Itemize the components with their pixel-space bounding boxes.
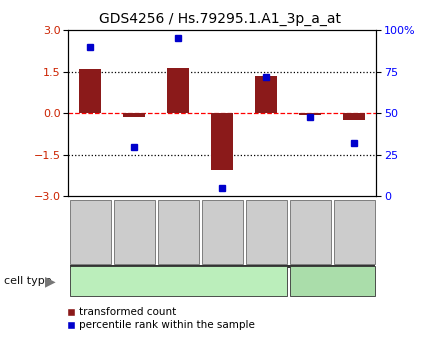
Text: GSM501249: GSM501249: [86, 206, 95, 258]
Text: ▶: ▶: [45, 274, 56, 289]
Bar: [123, 113, 145, 118]
Text: GSM501250: GSM501250: [130, 205, 139, 258]
Legend: transformed count, percentile rank within the sample: transformed count, percentile rank withi…: [62, 303, 259, 335]
Bar: [79, 69, 101, 113]
Text: GSM501254: GSM501254: [306, 205, 315, 258]
Text: GDS4256 / Hs.79295.1.A1_3p_a_at: GDS4256 / Hs.79295.1.A1_3p_a_at: [99, 12, 341, 27]
Bar: [211, 113, 233, 170]
Text: caseous TB granulomas: caseous TB granulomas: [108, 274, 249, 287]
Text: GSM501255: GSM501255: [350, 205, 359, 258]
Text: GSM501251: GSM501251: [174, 205, 183, 258]
Bar: [255, 76, 277, 113]
Bar: [299, 113, 321, 115]
Bar: [343, 113, 365, 120]
Text: GSM501252: GSM501252: [218, 205, 227, 258]
Bar: [167, 68, 189, 113]
Text: GSM501253: GSM501253: [262, 205, 271, 258]
Text: normal lung
parenchyma: normal lung parenchyma: [300, 270, 365, 292]
Text: cell type: cell type: [4, 276, 52, 286]
